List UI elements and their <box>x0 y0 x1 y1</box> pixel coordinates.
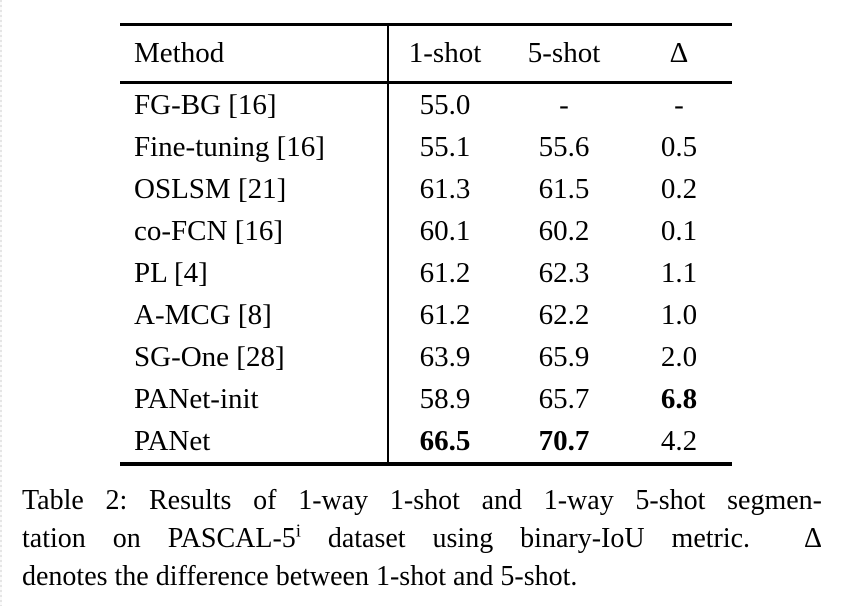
one-shot-cell: 63.9 <box>419 340 471 373</box>
one-shot-cell: 58.9 <box>419 382 471 415</box>
table-row: PL [4] 61.2 62.3 1.1 <box>120 252 732 294</box>
delta-cell: 2.0 <box>660 340 698 373</box>
table-header-row: Method 1-shot 5-shot Δ <box>120 26 732 81</box>
one-shot-cell: 61.2 <box>419 298 471 331</box>
method-cell: FG-BG [16] <box>134 88 277 121</box>
results-table: Method 1-shot 5-shot Δ FG-BG [16] 55.0- - F… <box>120 23 732 466</box>
table-row: A-MCG [8] 61.2 62.2 1.0 <box>120 294 732 336</box>
one-shot-cell: 60.1 <box>419 214 471 247</box>
delta-cell: - <box>674 88 684 121</box>
delta-cell: 4.2 <box>660 424 698 457</box>
table-caption: Table 2: Results of 1-way 1-shot and 1-w… <box>22 482 822 596</box>
one-shot-cell: 61.3 <box>419 172 471 205</box>
caption-line-2: tation on PASCAL-5i dataset using binary… <box>22 520 822 558</box>
method-cell: OSLSM [21] <box>134 172 287 205</box>
col-header-1shot: 1-shot <box>408 37 482 69</box>
table-row: SG-One [28] 63.9 65.9 2.0 <box>120 336 732 378</box>
pascal-superscript-i: i <box>295 520 301 541</box>
one-shot-cell: 55.0 <box>419 88 471 121</box>
caption-line-1: Table 2: Results of 1-way 1-shot and 1-w… <box>22 485 822 516</box>
five-shot-cell: 62.2 <box>538 298 590 331</box>
table-top-rule <box>120 23 732 26</box>
five-shot-cell: 55.6 <box>538 130 590 163</box>
scan-edge-artifact <box>0 0 2 606</box>
five-shot-cell: 65.9 <box>538 340 590 373</box>
table-row: FG-BG [16] 55.0 - - <box>120 84 732 126</box>
table-bottom-rule <box>120 462 732 466</box>
method-cell: co-FCN [16] <box>134 214 284 247</box>
five-shot-cell: 61.5 <box>538 172 590 205</box>
method-cell: PANet <box>134 424 211 457</box>
five-shot-cell: 60.2 <box>538 214 590 247</box>
five-shot-cell: 65.7 <box>538 382 590 415</box>
delta-cell: 6.8 <box>660 382 698 415</box>
five-shot-cell: 70.7 <box>538 424 590 457</box>
table-row: PANet-init 58.9 65.7 6.8 <box>120 378 732 420</box>
table-row: co-FCN [16] 60.1 60.2 0.1 <box>120 210 732 252</box>
col-header-delta: Δ <box>669 37 689 69</box>
table-mid-rule <box>120 81 732 84</box>
delta-cell: 0.5 <box>660 130 698 163</box>
col-header-5shot: 5-shot <box>527 37 601 69</box>
table-row: Fine-tuning [16] 55.1 55.6 0.5 <box>120 126 732 168</box>
caption-line-3: denotes the difference between 1-shot an… <box>22 561 578 592</box>
delta-cell: 1.0 <box>660 298 698 331</box>
delta-cell: 0.2 <box>660 172 698 205</box>
method-cell: A-MCG [8] <box>134 298 272 331</box>
caption-line-2-pre: tation on PASCAL-5 <box>22 523 296 554</box>
col-header-method: Method <box>134 37 225 69</box>
five-shot-cell: 62.3 <box>538 256 590 289</box>
delta-cell: 0.1 <box>660 214 698 247</box>
table-row: PANet 66.5 70.7 4.2 <box>120 420 732 462</box>
one-shot-cell: 55.1 <box>419 130 471 163</box>
method-cell: SG-One [28] <box>134 340 285 373</box>
table-body: FG-BG [16] 55.0 - - Fine-tuning [16] 55.1 55.6… <box>120 84 732 462</box>
method-cell: PL [4] <box>134 256 208 289</box>
delta-cell: 1.1 <box>660 256 698 289</box>
table-row: OSLSM [21] 61.3 61.5 0.2 <box>120 168 732 210</box>
column-divider-rule <box>387 26 389 462</box>
method-cell: PANet-init <box>134 382 259 415</box>
method-cell: Fine-tuning [16] <box>134 130 325 163</box>
caption-line-2-post: dataset using binary-IoU metric. Δ <box>300 523 822 554</box>
one-shot-cell: 61.2 <box>419 256 471 289</box>
one-shot-cell: 66.5 <box>419 424 471 457</box>
five-shot-cell: - <box>559 88 569 121</box>
